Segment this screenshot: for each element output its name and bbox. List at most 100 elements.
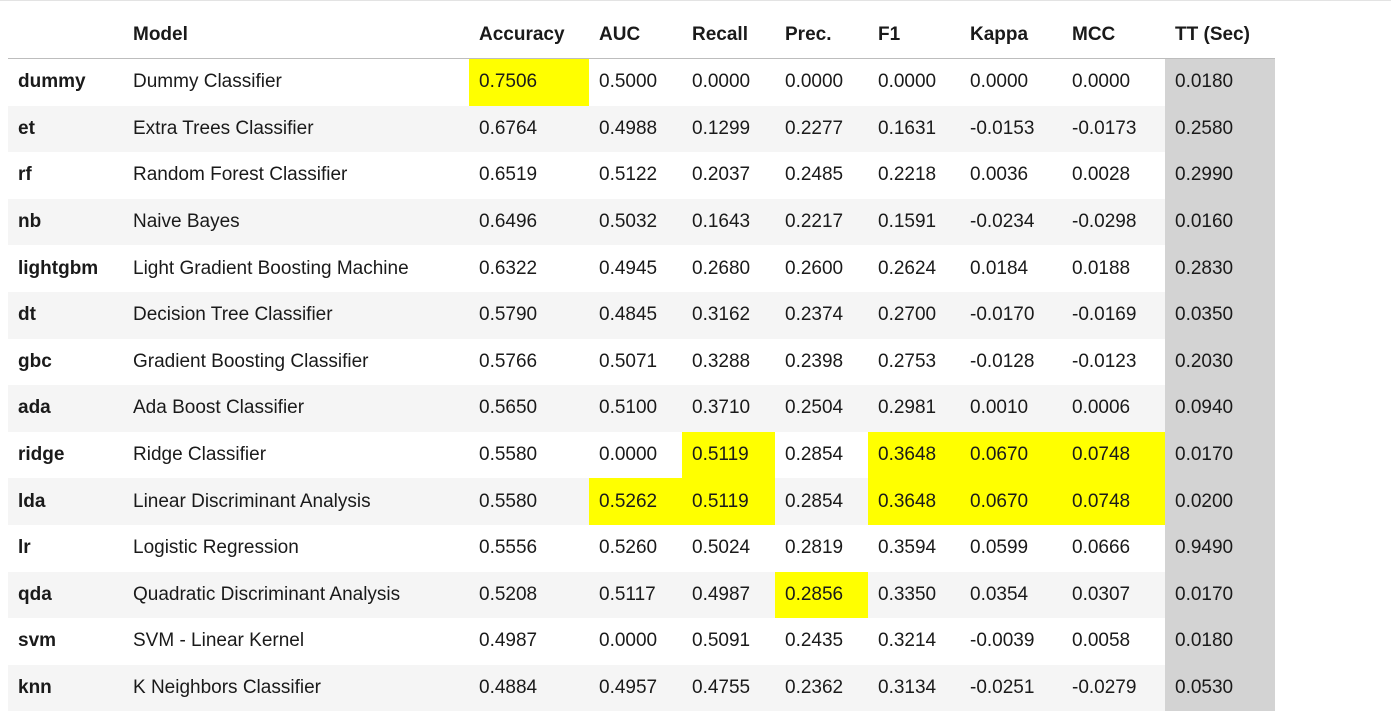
kappa-cell: 0.0599 — [970, 537, 1029, 559]
accuracy-cell: 0.6322 — [479, 257, 538, 279]
accuracy-cell: 0.5208 — [469, 571, 589, 619]
header-recall: Recall — [682, 12, 775, 59]
row-index: rf — [18, 164, 32, 186]
model-name: K Neighbors Classifier — [123, 664, 469, 712]
tt-cell: 0.0940 — [1165, 385, 1275, 432]
tt-cell: 0.0200 — [1165, 478, 1275, 525]
model-name: Ridge Classifier — [133, 444, 267, 466]
auc-cell: 0.0000 — [599, 444, 658, 466]
mcc-cell: 0.0000 — [1072, 71, 1131, 93]
row-index: lda — [8, 478, 123, 525]
recall-cell: 0.2037 — [692, 164, 751, 186]
tt-cell: 0.0530 — [1165, 664, 1275, 712]
auc-cell: 0.4945 — [599, 257, 658, 279]
prec-cell: 0.2856 — [775, 571, 868, 619]
row-index: ridge — [18, 444, 65, 466]
recall-cell: 0.0000 — [692, 71, 751, 93]
prec-cell: 0.2819 — [785, 537, 844, 559]
f1-cell: 0.1631 — [868, 105, 960, 153]
prec-cell: 0.2435 — [785, 630, 844, 652]
row-index: et — [8, 105, 123, 153]
auc-cell: 0.5260 — [599, 537, 658, 559]
header-f1: F1 — [868, 12, 960, 59]
kappa-cell: 0.0000 — [970, 71, 1029, 93]
recall-cell: 0.1299 — [682, 105, 775, 153]
accuracy-cell: 0.5766 — [479, 350, 538, 372]
table-row: lightgbm Light Gradient Boosting Machine 0… — [8, 245, 1275, 292]
model-name: SVM - Linear Kernel — [133, 630, 305, 652]
tt-cell: 0.2990 — [1165, 152, 1275, 199]
prec-cell: 0.2854 — [785, 444, 844, 466]
mcc-cell: 0.0028 — [1072, 164, 1131, 186]
header-mcc: MCC — [1062, 12, 1165, 59]
f1-cell: 0.2700 — [868, 291, 960, 339]
f1-cell: 0.3350 — [868, 571, 960, 619]
table-row: knn K Neighbors Classifier 0.4884 0.4957 0.4… — [8, 664, 1275, 712]
f1-cell: 0.0000 — [878, 71, 937, 93]
kappa-cell: -0.0153 — [960, 105, 1062, 153]
model-name: Decision Tree Classifier — [123, 291, 469, 339]
auc-cell: 0.5100 — [589, 385, 682, 432]
prec-cell: 0.2374 — [775, 291, 868, 339]
auc-cell: 0.5000 — [599, 71, 658, 93]
auc-cell: 0.5122 — [599, 164, 658, 186]
accuracy-cell: 0.6496 — [469, 198, 589, 246]
kappa-cell: 0.0354 — [960, 571, 1062, 619]
row-index: ada — [8, 385, 123, 432]
mcc-cell: -0.0298 — [1062, 198, 1165, 246]
row-index: lightgbm — [18, 257, 99, 279]
accuracy-cell: 0.7506 — [469, 58, 589, 106]
recall-cell: 0.1643 — [682, 198, 775, 246]
prec-cell: 0.2485 — [785, 164, 844, 186]
table-row: dummy Dummy Classifier 0.7506 0.5000 0.0000 0… — [8, 58, 1275, 106]
table-row: svm SVM - Linear Kernel 0.4987 0.0000 0.5091… — [8, 618, 1275, 665]
mcc-cell: -0.0123 — [1072, 350, 1137, 372]
auc-cell: 0.4988 — [589, 105, 682, 153]
header-prec: Prec. — [775, 12, 868, 59]
prec-cell: 0.2854 — [775, 478, 868, 525]
f1-cell: 0.3134 — [868, 664, 960, 712]
recall-cell: 0.2680 — [692, 257, 751, 279]
kappa-cell: 0.0670 — [960, 478, 1062, 525]
mcc-cell: 0.0666 — [1072, 537, 1131, 559]
model-name: Ada Boost Classifier — [123, 385, 469, 432]
row-index: qda — [8, 571, 123, 619]
model-name: Linear Discriminant Analysis — [123, 478, 469, 525]
f1-cell: 0.2624 — [878, 257, 937, 279]
f1-cell: 0.2753 — [878, 350, 937, 372]
recall-cell: 0.4987 — [682, 571, 775, 619]
model-name: Quadratic Discriminant Analysis — [123, 571, 469, 619]
model-name: Random Forest Classifier — [133, 164, 348, 186]
table-row: gbc Gradient Boosting Classifier 0.5766 0.5… — [8, 338, 1275, 386]
mcc-cell: 0.0006 — [1062, 385, 1165, 432]
mcc-cell: 0.0307 — [1062, 571, 1165, 619]
table-row: nb Naive Bayes 0.6496 0.5032 0.1643 0.2217 0.1… — [8, 198, 1275, 246]
tt-cell: 0.0170 — [1165, 571, 1275, 619]
f1-cell: 0.3648 — [868, 431, 960, 479]
model-comparison-table: Model Accuracy AUC Recall Prec. F1 Kappa… — [8, 12, 1275, 712]
mcc-cell: 0.0058 — [1072, 630, 1131, 652]
accuracy-cell: 0.4884 — [469, 664, 589, 712]
prec-cell: 0.2600 — [785, 257, 844, 279]
accuracy-cell: 0.5556 — [479, 537, 538, 559]
mcc-cell: -0.0173 — [1062, 105, 1165, 153]
f1-cell: 0.3594 — [878, 537, 937, 559]
table-row: dt Decision Tree Classifier 0.5790 0.4845 0.… — [8, 291, 1275, 339]
mcc-cell: 0.0748 — [1062, 478, 1165, 525]
f1-cell: 0.3214 — [878, 630, 937, 652]
top-divider — [0, 0, 1391, 1]
kappa-cell: -0.0251 — [960, 664, 1062, 712]
prec-cell: 0.2504 — [775, 385, 868, 432]
auc-cell: 0.5032 — [589, 198, 682, 246]
header-auc: AUC — [589, 12, 682, 59]
row-index: knn — [8, 664, 123, 712]
recall-cell: 0.5024 — [692, 537, 751, 559]
mcc-cell: -0.0279 — [1062, 664, 1165, 712]
row-index: gbc — [18, 350, 52, 372]
recall-cell: 0.3710 — [682, 385, 775, 432]
table-row: ridge Ridge Classifier 0.5580 0.0000 0.5119 0… — [8, 431, 1275, 479]
tt-cell: 0.9490 — [1165, 524, 1275, 572]
mcc-cell: -0.0169 — [1062, 291, 1165, 339]
tt-cell: 0.2580 — [1165, 105, 1275, 153]
auc-cell: 0.5071 — [599, 350, 658, 372]
